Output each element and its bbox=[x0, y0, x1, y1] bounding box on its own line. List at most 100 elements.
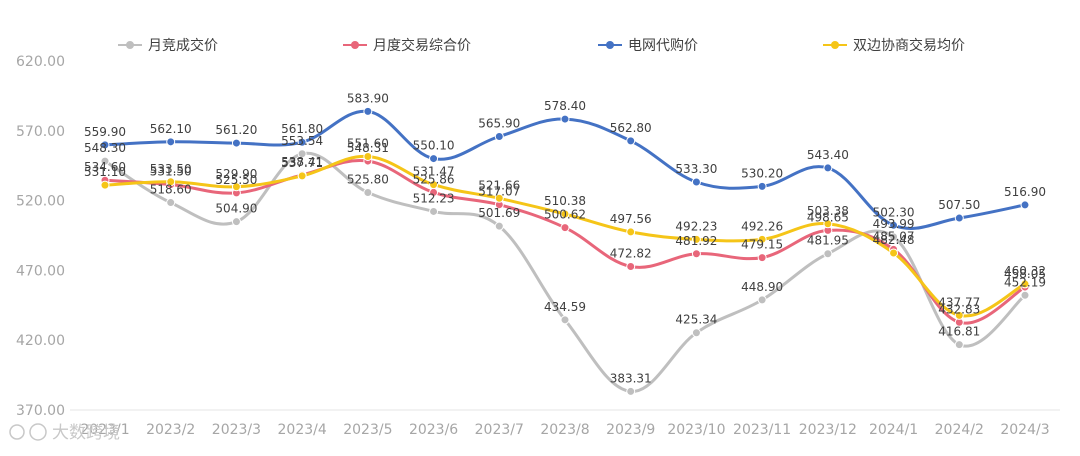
data-point bbox=[100, 156, 110, 166]
legend-marker bbox=[606, 41, 614, 49]
data-label: 551.60 bbox=[347, 136, 389, 150]
data-label: 550.10 bbox=[413, 139, 455, 153]
data-label: 500.62 bbox=[544, 208, 586, 222]
legend-marker bbox=[351, 41, 359, 49]
y-tick-label: 520.00 bbox=[16, 194, 65, 210]
data-label: 583.90 bbox=[347, 91, 389, 105]
legend-marker bbox=[831, 41, 839, 49]
data-point bbox=[626, 261, 636, 271]
data-label: 479.15 bbox=[741, 238, 783, 252]
data-label: 548.30 bbox=[84, 141, 126, 155]
data-label: 533.30 bbox=[675, 162, 717, 176]
data-point bbox=[954, 213, 964, 223]
data-label: 497.56 bbox=[610, 212, 652, 226]
x-tick-label: 2023/8 bbox=[540, 422, 589, 438]
data-point bbox=[626, 386, 636, 396]
data-label: 529.90 bbox=[215, 167, 257, 181]
y-tick-label: 370.00 bbox=[16, 403, 65, 419]
data-label: 561.80 bbox=[281, 122, 323, 136]
data-label: 502.30 bbox=[873, 205, 915, 219]
data-label: 432.83 bbox=[938, 302, 980, 316]
data-point bbox=[494, 132, 504, 142]
x-tick-label: 2023/12 bbox=[799, 422, 857, 438]
y-tick-label: 420.00 bbox=[16, 333, 65, 349]
series-lines bbox=[104, 109, 1026, 393]
data-point bbox=[297, 171, 307, 181]
data-label: 504.90 bbox=[215, 202, 257, 216]
data-point bbox=[691, 177, 701, 187]
data-label: 493.99 bbox=[873, 217, 915, 231]
data-label: 425.34 bbox=[675, 313, 717, 327]
data-label: 534.60 bbox=[84, 160, 126, 174]
data-point bbox=[691, 249, 701, 259]
data-label: 510.38 bbox=[544, 194, 586, 208]
data-label: 507.50 bbox=[938, 198, 980, 212]
legend[interactable]: 月竞成交价 月度交易综合价 电网代购价 双边协商交易均价 bbox=[118, 37, 965, 54]
data-point bbox=[297, 137, 307, 147]
x-tick-label: 2023/5 bbox=[343, 422, 392, 438]
data-point bbox=[1020, 290, 1030, 300]
data-point bbox=[889, 232, 899, 242]
data-label: 458.05 bbox=[1004, 267, 1046, 281]
data-point bbox=[889, 248, 899, 258]
watermark-text: 大数跨境 bbox=[52, 423, 120, 443]
data-label: 518.60 bbox=[150, 183, 192, 197]
data-point bbox=[429, 180, 439, 190]
data-point bbox=[954, 340, 964, 350]
data-point bbox=[231, 138, 241, 148]
data-point bbox=[823, 249, 833, 259]
x-tick-label: 2023/2 bbox=[146, 422, 195, 438]
series-line-1 bbox=[104, 151, 1026, 393]
legend-marker bbox=[126, 41, 134, 49]
x-tick-label: 2023/1 bbox=[80, 422, 129, 438]
x-tick-label: 2024/1 bbox=[869, 422, 918, 438]
x-tick-label: 2023/6 bbox=[409, 422, 458, 438]
data-label: 559.90 bbox=[84, 125, 126, 139]
data-label: 501.69 bbox=[478, 206, 520, 220]
data-label: 416.81 bbox=[938, 325, 980, 339]
data-label: 562.80 bbox=[610, 121, 652, 135]
data-point bbox=[166, 177, 176, 187]
data-label: 578.40 bbox=[544, 99, 586, 113]
data-label: 561.20 bbox=[215, 123, 257, 137]
data-point bbox=[691, 328, 701, 338]
data-label: 548.31 bbox=[347, 141, 389, 155]
y-tick-label: 470.00 bbox=[16, 263, 65, 279]
data-point bbox=[691, 234, 701, 244]
data-point bbox=[1020, 279, 1030, 289]
data-point bbox=[560, 114, 570, 124]
data-point bbox=[1020, 200, 1030, 210]
data-label: 503.38 bbox=[807, 204, 849, 218]
data-point bbox=[757, 234, 767, 244]
data-label: 537.71 bbox=[281, 156, 323, 170]
data-point bbox=[100, 180, 110, 190]
data-label: 481.95 bbox=[807, 234, 849, 248]
data-point bbox=[757, 295, 767, 305]
x-tick-label: 2023/7 bbox=[475, 422, 524, 438]
data-label: 533.50 bbox=[150, 162, 192, 176]
x-tick-label: 2023/4 bbox=[278, 422, 327, 438]
data-point bbox=[363, 188, 373, 198]
data-point bbox=[297, 149, 307, 159]
data-label: 543.40 bbox=[807, 148, 849, 162]
data-point bbox=[757, 253, 767, 263]
data-label: 516.90 bbox=[1004, 185, 1046, 199]
data-point bbox=[100, 140, 110, 150]
data-point bbox=[166, 198, 176, 208]
data-point bbox=[823, 163, 833, 173]
data-point bbox=[231, 182, 241, 192]
data-label: 517.07 bbox=[478, 185, 520, 199]
data-point bbox=[231, 217, 241, 227]
data-point bbox=[757, 181, 767, 191]
data-point bbox=[626, 136, 636, 146]
data-point bbox=[954, 310, 964, 320]
data-label: 481.92 bbox=[675, 234, 717, 248]
data-label: 565.90 bbox=[478, 117, 520, 131]
data-label: 531.50 bbox=[150, 165, 192, 179]
data-label: 512.23 bbox=[413, 191, 455, 205]
series-points bbox=[100, 106, 1030, 396]
data-label: 525.50 bbox=[215, 173, 257, 187]
data-label: 531.10 bbox=[84, 165, 126, 179]
data-point bbox=[494, 193, 504, 203]
weibo-icon bbox=[9, 424, 25, 440]
